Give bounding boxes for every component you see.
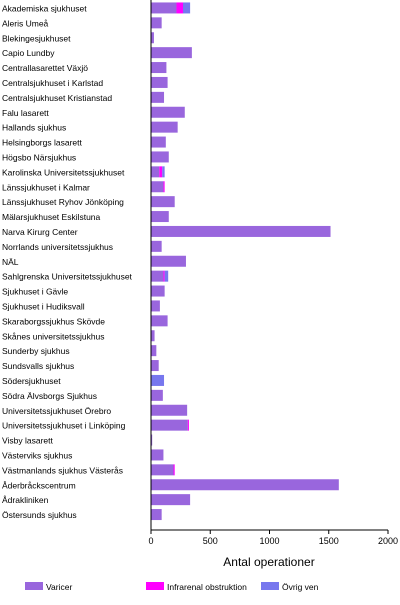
bar-segment (151, 494, 191, 506)
bar-segment (151, 151, 169, 163)
category-label: NÄL (2, 257, 19, 267)
bar-segment (173, 464, 175, 476)
bar-segment (164, 270, 169, 282)
x-tick-label: 500 (203, 536, 218, 546)
legend-swatch (25, 582, 43, 590)
category-label: Sjukhuset i Gävle (2, 287, 68, 297)
category-label: Norrlands universitetssjukhus (2, 242, 113, 252)
bar-segment (151, 419, 188, 431)
bar-segment (163, 270, 165, 282)
category-label: Södersjukhuset (2, 376, 61, 386)
category-label: Universitetssjukhuset i Linköping (2, 421, 126, 431)
category-label: Västerviks sjukhus (2, 450, 72, 460)
bar-segment (151, 434, 153, 446)
legend: Varicer Infrarenal obstruktion Övrig ven (25, 582, 319, 592)
bars-layer (151, 2, 339, 521)
category-label: Ådrakliniken (2, 495, 49, 505)
bar-segment (183, 2, 191, 14)
category-label: Länssjukhuset Ryhov Jönköping (2, 197, 124, 207)
bar-segment (159, 166, 163, 178)
bar-segment (151, 479, 339, 491)
bar-segment (151, 345, 157, 357)
category-label: Visby lasarett (2, 436, 54, 446)
x-ticks: 0 500 1000 1500 2000 (148, 530, 398, 546)
category-label: Falu lasarett (2, 108, 49, 118)
bar-segment (151, 47, 192, 59)
category-label: Helsingborgs lasarett (2, 138, 82, 148)
bar-segment (151, 404, 188, 416)
legend-swatch (146, 582, 164, 590)
bar-segment (151, 389, 163, 401)
bar-segment (151, 2, 177, 14)
category-label: Högsbo Närsjukhus (2, 152, 76, 162)
category-label: Västmanlands sjukhus Västerås (2, 465, 123, 475)
legend-label: Infrarenal obstruktion (167, 582, 247, 592)
category-label: Karolinska Universitetssjukhuset (2, 167, 125, 177)
category-label: Universitetssjukhuset Örebro (2, 406, 111, 416)
bar-segment (151, 76, 168, 88)
bar-segment (187, 419, 189, 431)
category-label: Södra Älvsborgs Sjukhus (2, 391, 97, 401)
bar-segment (151, 106, 185, 118)
bar-segment (151, 17, 162, 29)
x-tick-label: 1500 (319, 536, 339, 546)
bar-segment (176, 2, 183, 14)
bar-segment (151, 509, 162, 521)
bar-segment (151, 300, 160, 312)
category-label: Blekingesjukhuset (2, 33, 71, 43)
bar-segment (151, 196, 175, 208)
category-label: Narva Kirurg Center (2, 227, 78, 237)
bar-segment (151, 315, 168, 327)
legend-label: Övrig ven (282, 582, 319, 592)
category-label: Skånes universitetssjukhus (2, 331, 105, 341)
bar-segment (151, 211, 169, 223)
category-label: Hallands sjukhus (2, 123, 66, 133)
category-labels: Akademiska sjukhuset Aleris Umeå Blekinges… (2, 3, 133, 520)
category-label: Sjukhuset i Hudiksvall (2, 301, 85, 311)
bar-segment (151, 166, 160, 178)
x-axis-title: Antal operationer (223, 555, 314, 569)
bar-segment (151, 91, 165, 103)
category-label: Aleris Umeå (2, 18, 49, 28)
bar-segment (151, 62, 167, 74)
bar-segment (151, 464, 174, 476)
category-label: Sundsvalls sjukhus (2, 361, 74, 371)
category-label: Åderbråckscentrum (2, 480, 76, 490)
category-label: Centralsjukhuset Kristianstad (2, 93, 112, 103)
x-tick-label: 1000 (259, 536, 279, 546)
x-tick-label: 2000 (378, 536, 398, 546)
category-label: Centrallasarettet Växjö (2, 63, 88, 73)
category-label: Mälarsjukhuset Eskilstuna (2, 212, 101, 222)
bar-segment (151, 270, 164, 282)
bar-segment (151, 255, 186, 267)
bar-segment (151, 136, 166, 148)
category-label: Östersunds sjukhus (2, 510, 77, 520)
bar-segment (151, 330, 155, 342)
category-label: Skaraborgssjukhus Skövde (2, 316, 105, 326)
bar-segment (151, 32, 154, 44)
category-label: Centralsjukhuset i Karlstad (2, 78, 103, 88)
bar-segment (151, 285, 165, 297)
bar-segment (151, 449, 164, 461)
bar-segment (151, 121, 178, 133)
category-label: Länssjukhuset i Kalmar (2, 182, 90, 192)
bar-segment (151, 360, 159, 372)
legend-label: Varicer (46, 582, 72, 592)
legend-swatch (261, 582, 279, 590)
bar-segment (151, 181, 164, 193)
category-label: Sahlgrenska Universitetssjukhuset (2, 272, 133, 282)
bar-segment (151, 225, 331, 237)
category-label: Capio Lundby (2, 48, 55, 58)
bar-segment (162, 166, 165, 178)
bar-segment (151, 374, 165, 386)
bar-segment (163, 181, 165, 193)
category-label: Akademiska sjukhuset (2, 3, 87, 13)
category-label: Sunderby sjukhus (2, 346, 70, 356)
bar-segment (151, 240, 162, 252)
x-tick-label: 0 (148, 536, 153, 546)
